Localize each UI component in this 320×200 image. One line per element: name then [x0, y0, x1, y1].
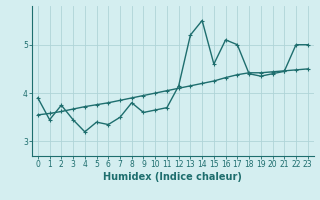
- X-axis label: Humidex (Indice chaleur): Humidex (Indice chaleur): [103, 172, 242, 182]
